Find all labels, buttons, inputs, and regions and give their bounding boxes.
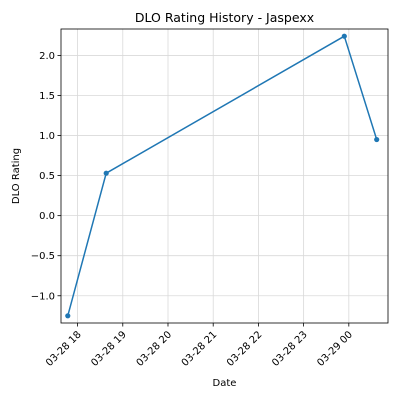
y-tick-label: 0.5 xyxy=(39,171,55,182)
y-axis-label: DLO Rating xyxy=(11,148,22,204)
plot-area-frame xyxy=(60,28,389,324)
y-axis-ticks: −1.0 −0.5 0.0 0.5 1.0 1.5 2.0 xyxy=(31,51,61,302)
y-tick-label: 0.0 xyxy=(39,211,55,222)
x-axis-label: Date xyxy=(213,378,237,389)
y-tick-label: 1.0 xyxy=(39,131,55,142)
series-line xyxy=(67,35,378,316)
y-tick-label: 1.5 xyxy=(39,91,55,102)
y-tick-label: 2.0 xyxy=(39,51,55,62)
grid-lines xyxy=(61,29,388,323)
data-point xyxy=(341,33,347,39)
data-point xyxy=(374,136,380,143)
series-layer xyxy=(65,33,380,319)
y-tick-label: −1.0 xyxy=(31,291,55,302)
chart-title: DLO Rating History - Jaspexx xyxy=(135,10,314,25)
data-point xyxy=(103,170,109,176)
data-point xyxy=(65,313,71,319)
y-tick-label: −0.5 xyxy=(31,251,55,262)
